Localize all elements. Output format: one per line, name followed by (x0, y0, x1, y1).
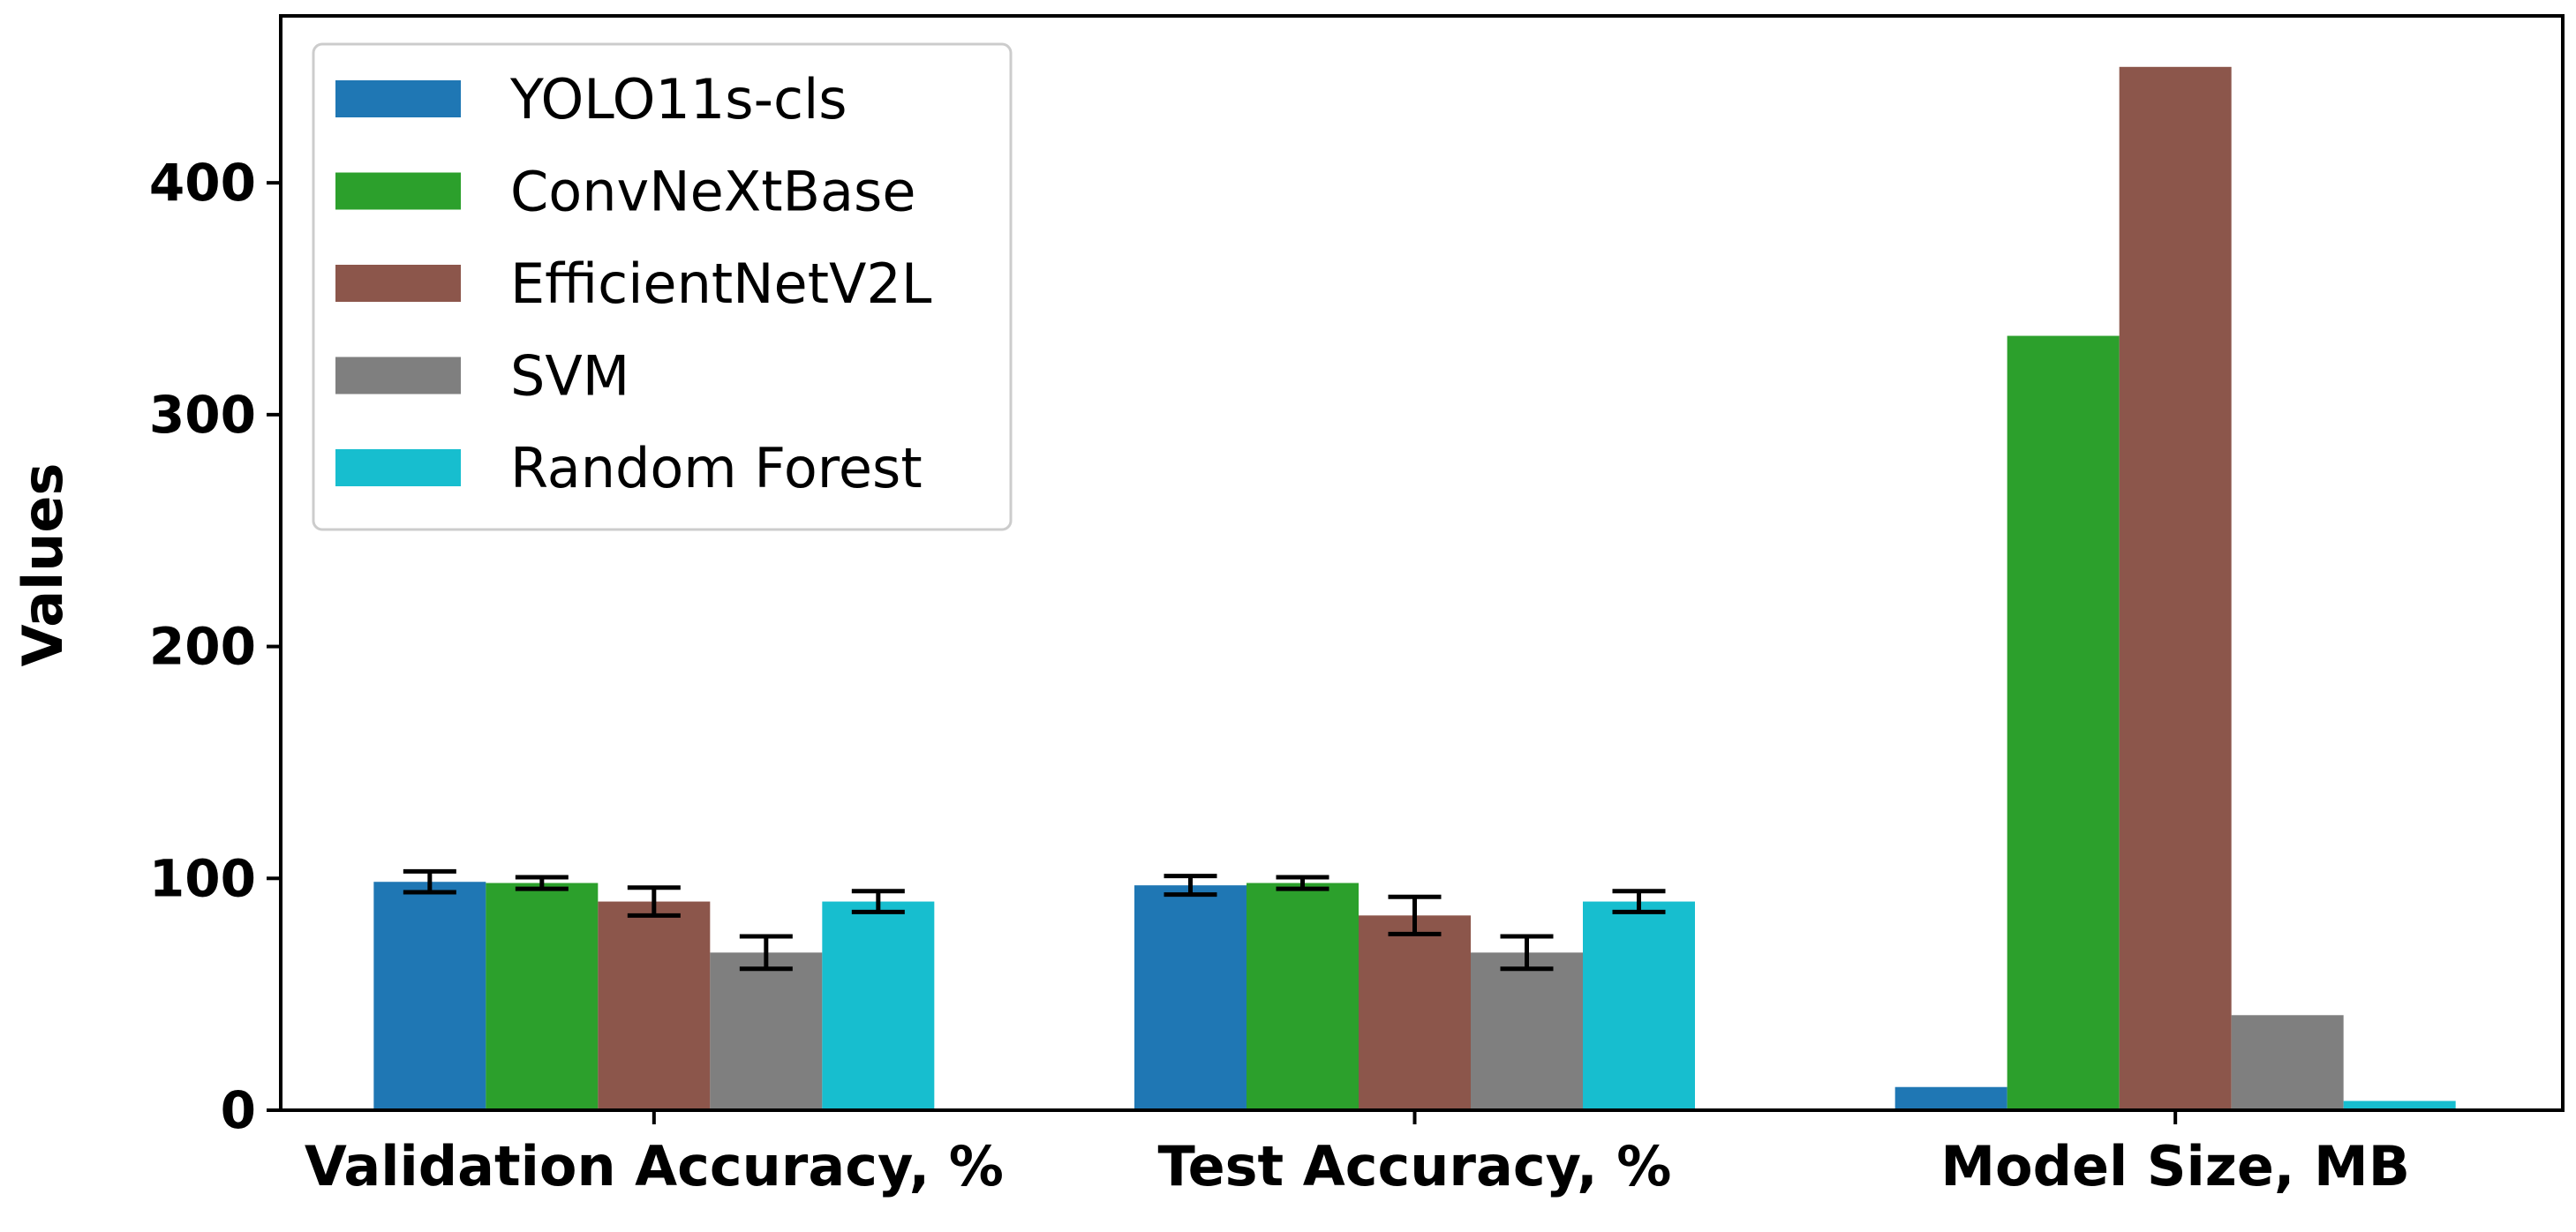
bar-random-forest (2343, 1101, 2456, 1110)
legend-swatch (335, 80, 461, 117)
y-tick-label: 400 (149, 153, 256, 213)
legend-swatch (335, 449, 461, 486)
bars-layer (373, 66, 2456, 1110)
error-bars-layer (403, 868, 1666, 972)
plot-frame (279, 14, 2565, 1112)
legend-swatch (335, 265, 461, 302)
x-tick-label: Validation Accuracy, % (305, 1134, 1004, 1198)
y-tick-label: 100 (149, 848, 256, 908)
y-tick-label: 300 (149, 385, 256, 445)
legend-swatch (335, 357, 461, 394)
x-tick-label: Test Accuracy, % (1158, 1134, 1672, 1198)
bar-efficientnetv2l (1359, 915, 1471, 1110)
bar-efficientnetv2l (598, 901, 711, 1110)
bar-random-forest (1583, 901, 1695, 1110)
bar-yolo11s-cls (373, 882, 486, 1110)
legend-label: EfficientNetV2L (510, 252, 932, 316)
x-axis-ticks: Validation Accuracy, % Test Accuracy, % Mo… (305, 1110, 2410, 1198)
bar-convnextbase (486, 883, 599, 1110)
legend-label: SVM (510, 344, 629, 409)
bar-convnextbase (1247, 883, 1359, 1110)
bar-svm (710, 952, 823, 1110)
bar-convnextbase (2007, 335, 2120, 1110)
legend-label: Random Forest (510, 436, 923, 500)
y-axis-ticks: 0 100 200 300 400 (149, 153, 281, 1140)
bar-svm (1471, 952, 1583, 1110)
bar-svm (2231, 1015, 2344, 1110)
bar-random-forest (822, 901, 935, 1110)
legend-swatch (335, 172, 461, 210)
bar-yolo11s-cls (1134, 885, 1247, 1110)
legend: YOLO11s-cls ConvNeXtBase EfficientNetV2L SV… (312, 42, 1013, 531)
legend-label: ConvNeXtBase (510, 160, 916, 224)
x-tick-label: Model Size, MB (1940, 1134, 2410, 1198)
bar-yolo11s-cls (1894, 1086, 2007, 1110)
legend-box (312, 42, 1013, 531)
legend-label: YOLO11s-cls (509, 67, 847, 131)
y-tick-label: 200 (149, 617, 256, 677)
bar-efficientnetv2l (2119, 66, 2232, 1110)
y-tick-label: 0 (221, 1080, 256, 1140)
y-axis-title: Values (11, 463, 75, 667)
